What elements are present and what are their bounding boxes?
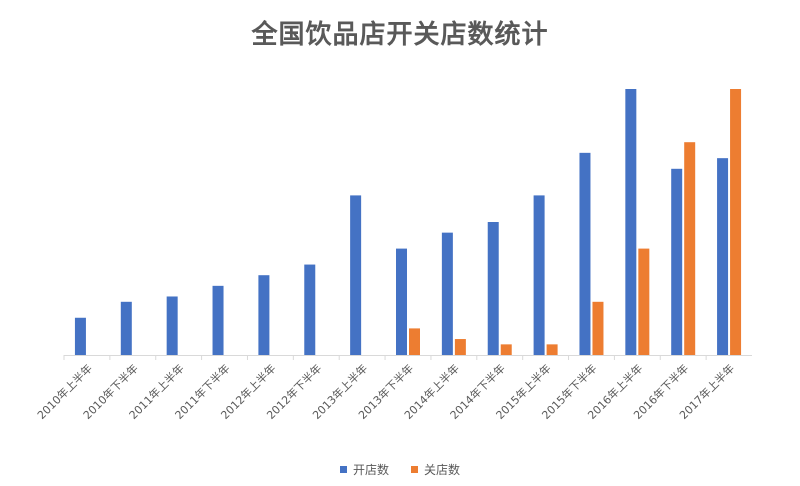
bar-open[interactable] <box>396 248 407 355</box>
bar-open[interactable] <box>350 195 362 355</box>
bar-close[interactable] <box>546 344 558 355</box>
legend-label-close: 关店数 <box>424 463 461 477</box>
legend-item-open[interactable]: 开店数 <box>339 461 389 478</box>
series-open-bars <box>74 89 729 355</box>
bar-close[interactable] <box>730 89 742 355</box>
bar-open[interactable] <box>212 285 224 355</box>
legend-item-close[interactable]: 关店数 <box>411 461 460 478</box>
legend-swatch-close <box>411 466 418 473</box>
bar-close[interactable] <box>409 328 420 355</box>
bar-open[interactable] <box>441 232 453 355</box>
bar-open[interactable] <box>74 317 86 355</box>
legend: 开店数 关店数 <box>0 461 800 478</box>
bar-open[interactable] <box>487 222 499 355</box>
bar-open[interactable] <box>166 296 178 355</box>
bar-open[interactable] <box>304 264 316 355</box>
x-axis-tick-labels: 2010年上半年2010年下半年2011年上半年2011年下半年2012年上半年… <box>34 361 737 422</box>
bar-open[interactable] <box>579 152 591 355</box>
bar-open[interactable] <box>625 89 637 355</box>
bar-open[interactable] <box>120 301 132 355</box>
chart-title: 全国饮品店开关店数统计 <box>251 20 549 50</box>
legend-label-open: 开店数 <box>352 463 389 477</box>
bar-open[interactable] <box>671 168 683 355</box>
bar-open[interactable] <box>717 158 729 355</box>
bar-close[interactable] <box>592 301 604 355</box>
bar-close[interactable] <box>638 248 650 355</box>
bar-open[interactable] <box>258 275 270 355</box>
bar-close[interactable] <box>500 344 512 355</box>
legend-swatch-open <box>339 466 347 473</box>
bar-open[interactable] <box>533 195 545 355</box>
bar-close[interactable] <box>454 339 466 355</box>
bar-close[interactable] <box>684 142 696 355</box>
x-axis-tick-marks <box>63 355 707 360</box>
series-close-bars <box>409 89 742 355</box>
